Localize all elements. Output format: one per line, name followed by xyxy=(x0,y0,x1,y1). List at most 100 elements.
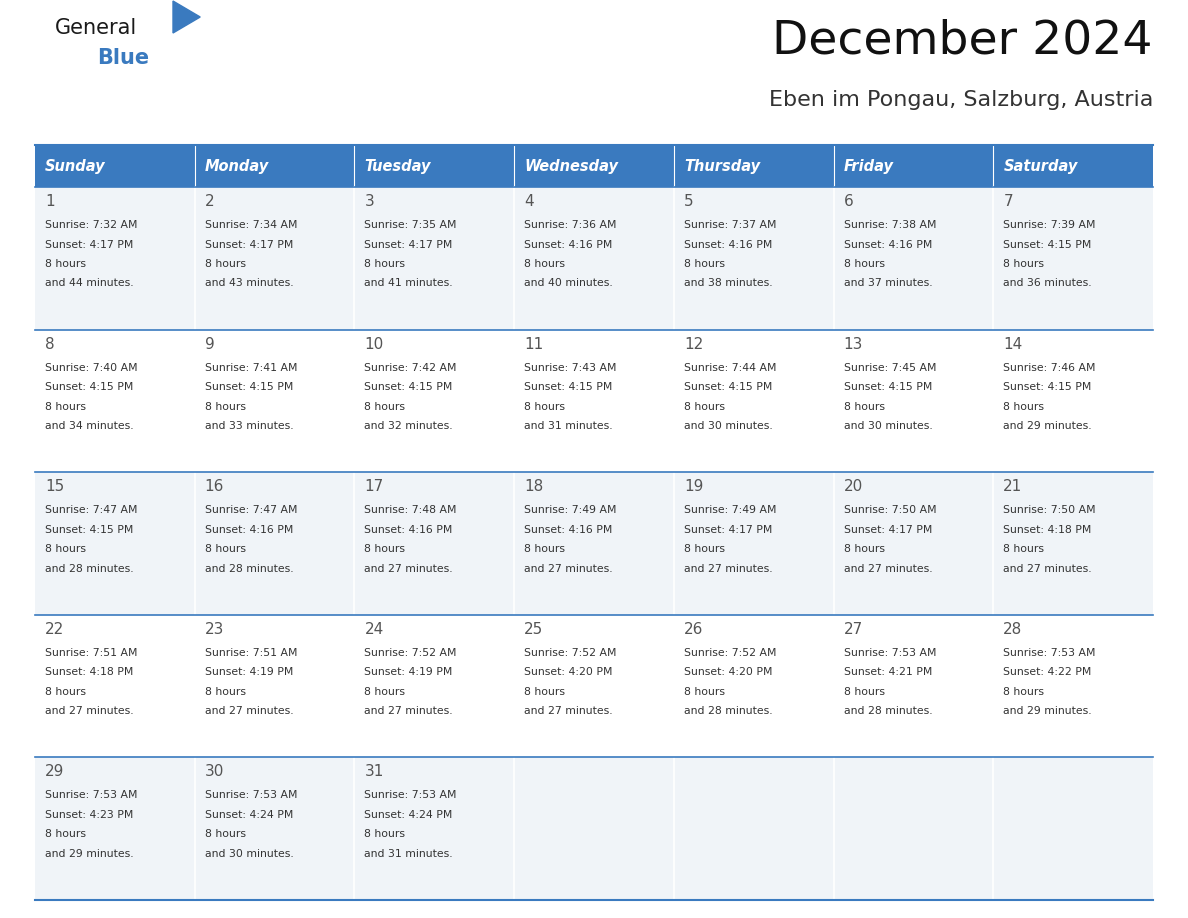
Text: and 32 minutes.: and 32 minutes. xyxy=(365,421,453,431)
Bar xyxy=(674,757,834,900)
Text: and 28 minutes.: and 28 minutes. xyxy=(843,706,933,716)
Bar xyxy=(34,187,195,330)
Text: 14: 14 xyxy=(1004,337,1023,352)
Text: 8 hours: 8 hours xyxy=(684,401,725,411)
Bar xyxy=(993,187,1154,330)
Text: General: General xyxy=(55,18,138,38)
Text: Sunrise: 7:50 AM: Sunrise: 7:50 AM xyxy=(843,505,936,515)
Bar xyxy=(354,472,514,615)
Text: Sunrise: 7:38 AM: Sunrise: 7:38 AM xyxy=(843,220,936,230)
Text: and 27 minutes.: and 27 minutes. xyxy=(365,564,453,574)
Bar xyxy=(354,330,514,472)
Bar xyxy=(834,472,993,615)
Text: Sunrise: 7:35 AM: Sunrise: 7:35 AM xyxy=(365,220,457,230)
Text: Sunset: 4:17 PM: Sunset: 4:17 PM xyxy=(45,240,133,250)
Text: 8 hours: 8 hours xyxy=(524,544,565,554)
Text: and 44 minutes.: and 44 minutes. xyxy=(45,278,133,288)
Text: and 30 minutes.: and 30 minutes. xyxy=(204,849,293,859)
Bar xyxy=(195,187,354,330)
Text: Sunset: 4:18 PM: Sunset: 4:18 PM xyxy=(45,667,133,677)
Text: Sunrise: 7:49 AM: Sunrise: 7:49 AM xyxy=(684,505,776,515)
Text: and 29 minutes.: and 29 minutes. xyxy=(45,849,133,859)
Text: 8 hours: 8 hours xyxy=(843,544,885,554)
Text: 8 hours: 8 hours xyxy=(45,829,86,839)
Text: Sunset: 4:20 PM: Sunset: 4:20 PM xyxy=(524,667,613,677)
Text: 27: 27 xyxy=(843,621,862,637)
Bar xyxy=(34,472,195,615)
Text: 2: 2 xyxy=(204,194,214,209)
Text: 10: 10 xyxy=(365,337,384,352)
Text: Sunrise: 7:50 AM: Sunrise: 7:50 AM xyxy=(1004,505,1095,515)
Bar xyxy=(34,757,195,900)
Text: Sunset: 4:17 PM: Sunset: 4:17 PM xyxy=(204,240,293,250)
Text: Sunrise: 7:53 AM: Sunrise: 7:53 AM xyxy=(1004,648,1095,658)
Text: Sunset: 4:22 PM: Sunset: 4:22 PM xyxy=(1004,667,1092,677)
Text: Sunrise: 7:52 AM: Sunrise: 7:52 AM xyxy=(524,648,617,658)
Text: 8 hours: 8 hours xyxy=(45,544,86,554)
Text: Sunrise: 7:43 AM: Sunrise: 7:43 AM xyxy=(524,363,617,373)
Text: Sunrise: 7:47 AM: Sunrise: 7:47 AM xyxy=(45,505,138,515)
Text: Sunrise: 7:52 AM: Sunrise: 7:52 AM xyxy=(365,648,457,658)
Text: Sunrise: 7:32 AM: Sunrise: 7:32 AM xyxy=(45,220,138,230)
Bar xyxy=(834,187,993,330)
Text: Saturday: Saturday xyxy=(1004,159,1078,174)
Text: 8 hours: 8 hours xyxy=(204,259,246,269)
Text: 30: 30 xyxy=(204,765,225,779)
Bar xyxy=(34,330,195,472)
Text: and 28 minutes.: and 28 minutes. xyxy=(45,564,133,574)
Text: and 33 minutes.: and 33 minutes. xyxy=(204,421,293,431)
Text: and 31 minutes.: and 31 minutes. xyxy=(524,421,613,431)
Text: 3: 3 xyxy=(365,194,374,209)
Text: Sunset: 4:24 PM: Sunset: 4:24 PM xyxy=(365,810,453,820)
Text: 8: 8 xyxy=(45,337,55,352)
Text: 11: 11 xyxy=(524,337,543,352)
Text: Sunset: 4:16 PM: Sunset: 4:16 PM xyxy=(365,525,453,534)
Text: Sunset: 4:16 PM: Sunset: 4:16 PM xyxy=(524,525,613,534)
Bar xyxy=(514,472,674,615)
Text: Sunset: 4:16 PM: Sunset: 4:16 PM xyxy=(204,525,293,534)
Text: 24: 24 xyxy=(365,621,384,637)
Text: Sunset: 4:23 PM: Sunset: 4:23 PM xyxy=(45,810,133,820)
Text: 9: 9 xyxy=(204,337,215,352)
Text: Sunrise: 7:51 AM: Sunrise: 7:51 AM xyxy=(204,648,297,658)
Text: Sunrise: 7:49 AM: Sunrise: 7:49 AM xyxy=(524,505,617,515)
Bar xyxy=(674,187,834,330)
Text: Sunset: 4:15 PM: Sunset: 4:15 PM xyxy=(1004,382,1092,392)
Bar xyxy=(993,615,1154,757)
Text: and 28 minutes.: and 28 minutes. xyxy=(684,706,772,716)
Text: 8 hours: 8 hours xyxy=(45,401,86,411)
Text: Sunrise: 7:40 AM: Sunrise: 7:40 AM xyxy=(45,363,138,373)
Text: 8 hours: 8 hours xyxy=(843,259,885,269)
Text: Sunset: 4:15 PM: Sunset: 4:15 PM xyxy=(45,525,133,534)
Bar xyxy=(514,187,674,330)
Bar xyxy=(195,615,354,757)
Text: and 28 minutes.: and 28 minutes. xyxy=(204,564,293,574)
Text: 1: 1 xyxy=(45,194,55,209)
Text: December 2024: December 2024 xyxy=(772,18,1154,63)
Text: and 43 minutes.: and 43 minutes. xyxy=(204,278,293,288)
Text: Sunset: 4:17 PM: Sunset: 4:17 PM xyxy=(684,525,772,534)
Text: 28: 28 xyxy=(1004,621,1023,637)
Bar xyxy=(834,145,993,187)
Text: 8 hours: 8 hours xyxy=(1004,544,1044,554)
Text: Sunrise: 7:53 AM: Sunrise: 7:53 AM xyxy=(365,790,457,800)
Text: 8 hours: 8 hours xyxy=(204,829,246,839)
Text: Wednesday: Wednesday xyxy=(524,159,618,174)
Text: Sunset: 4:15 PM: Sunset: 4:15 PM xyxy=(524,382,613,392)
Text: Sunrise: 7:47 AM: Sunrise: 7:47 AM xyxy=(204,505,297,515)
Polygon shape xyxy=(173,1,201,33)
Text: Sunrise: 7:45 AM: Sunrise: 7:45 AM xyxy=(843,363,936,373)
Text: 8 hours: 8 hours xyxy=(684,687,725,697)
Text: Sunrise: 7:51 AM: Sunrise: 7:51 AM xyxy=(45,648,138,658)
Text: 8 hours: 8 hours xyxy=(45,687,86,697)
Text: and 27 minutes.: and 27 minutes. xyxy=(524,706,613,716)
Text: Sunset: 4:17 PM: Sunset: 4:17 PM xyxy=(843,525,931,534)
Text: 8 hours: 8 hours xyxy=(45,259,86,269)
Text: Sunset: 4:20 PM: Sunset: 4:20 PM xyxy=(684,667,772,677)
Text: Sunset: 4:15 PM: Sunset: 4:15 PM xyxy=(843,382,931,392)
Text: Sunrise: 7:37 AM: Sunrise: 7:37 AM xyxy=(684,220,776,230)
Bar xyxy=(514,757,674,900)
Text: 8 hours: 8 hours xyxy=(1004,687,1044,697)
Text: Sunrise: 7:44 AM: Sunrise: 7:44 AM xyxy=(684,363,776,373)
Text: and 27 minutes.: and 27 minutes. xyxy=(684,564,772,574)
